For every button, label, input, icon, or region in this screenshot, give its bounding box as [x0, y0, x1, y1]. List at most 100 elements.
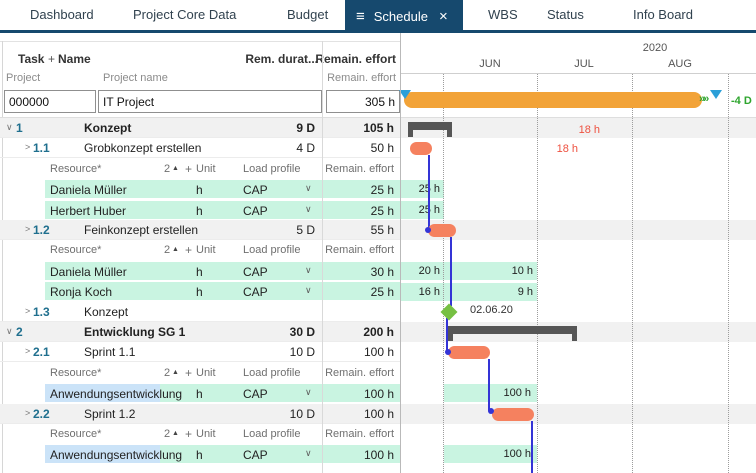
- summary-bar-entwicklung[interactable]: [448, 326, 577, 341]
- load-profile-value[interactable]: CAP: [243, 285, 268, 299]
- collapse-icon[interactable]: ∨: [6, 326, 13, 336]
- add-resource-icon[interactable]: +: [185, 427, 193, 441]
- resource-row[interactable]: Daniela Müller h CAP ∨ 25 h: [0, 179, 400, 199]
- expand-icon[interactable]: >: [25, 408, 31, 418]
- project-start-marker-icon[interactable]: [399, 90, 411, 99]
- unit-col-label[interactable]: Unit: [196, 428, 216, 440]
- gridline-aug: [632, 74, 633, 473]
- task-bar-feinkonzept[interactable]: [428, 224, 456, 237]
- remain-effort-col-label[interactable]: Remain. effort: [325, 367, 394, 379]
- expand-icon[interactable]: >: [25, 306, 31, 316]
- dropdown-icon[interactable]: ∨: [305, 265, 312, 275]
- task-bar-sprint-1-2[interactable]: [492, 408, 534, 421]
- resource-effort: 100 h: [363, 448, 394, 462]
- add-resource-icon[interactable]: +: [185, 366, 193, 380]
- summary-bar-konzept[interactable]: [408, 122, 452, 137]
- resource-row[interactable]: Anwendungsentwicklung h CAP ∨ 100 h: [0, 383, 400, 403]
- task-bar-grobkonzept[interactable]: [410, 142, 432, 155]
- load-profile-value[interactable]: CAP: [243, 448, 268, 462]
- sort-asc-icon[interactable]: ▲: [172, 369, 179, 376]
- tab-project-core-data[interactable]: Project Core Data: [133, 7, 237, 22]
- load-profile-value[interactable]: CAP: [243, 204, 268, 218]
- tab-info-board[interactable]: Info Board: [633, 7, 693, 22]
- task-bar-sprint-1-1[interactable]: [448, 346, 490, 359]
- header-top-border: [0, 41, 400, 42]
- load-profile-col-label[interactable]: Load profile: [243, 367, 301, 379]
- expand-icon[interactable]: >: [25, 224, 31, 234]
- dropdown-icon[interactable]: ∨: [305, 285, 312, 295]
- resource-col-label[interactable]: Resource*: [50, 428, 102, 440]
- expand-icon[interactable]: >: [25, 346, 31, 356]
- sort-asc-icon[interactable]: ▲: [172, 165, 179, 172]
- dropdown-icon[interactable]: ∨: [305, 448, 312, 458]
- dropdown-icon[interactable]: ∨: [305, 183, 312, 193]
- col-header-task[interactable]: Task: [18, 52, 45, 66]
- task-effort: 50 h: [370, 141, 394, 155]
- unit-col-label[interactable]: Unit: [196, 163, 216, 175]
- unit-col-label[interactable]: Unit: [196, 367, 216, 379]
- tab-wbs[interactable]: WBS: [488, 7, 518, 22]
- close-icon[interactable]: ×: [438, 8, 448, 25]
- project-effort-input[interactable]: [326, 90, 400, 113]
- pane-divider[interactable]: [400, 33, 401, 473]
- dropdown-icon[interactable]: ∨: [305, 204, 312, 214]
- add-column-icon[interactable]: +: [48, 52, 56, 66]
- load-profile-col-label[interactable]: Load profile: [243, 244, 301, 256]
- col-header-rem-duration[interactable]: Rem. durat...: [245, 52, 318, 66]
- unit-col-label[interactable]: Unit: [196, 244, 216, 256]
- project-id-input[interactable]: [4, 90, 96, 113]
- load-profile-value[interactable]: CAP: [243, 265, 268, 279]
- project-end-marker-icon[interactable]: [710, 90, 722, 99]
- resource-col-label[interactable]: Resource*: [50, 163, 102, 175]
- resource-col-label[interactable]: Resource*: [50, 367, 102, 379]
- load-profile-value[interactable]: CAP: [243, 387, 268, 401]
- remain-effort-col-label[interactable]: Remain. effort: [325, 244, 394, 256]
- task-row-1-2[interactable]: > 1.2 Feinkonzept erstellen 5 D 55 h: [0, 220, 400, 240]
- sort-order-label[interactable]: 2: [164, 367, 171, 379]
- resource-row[interactable]: Ronja Koch h CAP ∨ 25 h: [0, 281, 400, 301]
- sort-asc-icon[interactable]: ▲: [172, 246, 179, 253]
- task-row-1-3[interactable]: > 1.3 Konzept: [0, 302, 400, 322]
- resource-header-row: Resource* 2 ▲ + Unit Load profile Remain…: [0, 424, 400, 444]
- column-divider[interactable]: [322, 41, 323, 473]
- project-gantt-bar[interactable]: [404, 92, 702, 108]
- period-effort: 16 h: [418, 286, 440, 298]
- collapse-icon[interactable]: ∨: [6, 122, 13, 132]
- project-name-input[interactable]: [98, 90, 322, 113]
- col-header-name[interactable]: Name: [58, 52, 91, 66]
- sort-asc-icon[interactable]: ▲: [172, 430, 179, 437]
- tab-schedule[interactable]: ≡ Schedule ×: [345, 0, 463, 33]
- task-row-2-2[interactable]: > 2.2 Sprint 1.2 10 D 100 h: [0, 404, 400, 424]
- remain-effort-col-label[interactable]: Remain. effort: [325, 428, 394, 440]
- expand-icon[interactable]: >: [25, 142, 31, 152]
- gridline-sep: [728, 74, 729, 473]
- dropdown-icon[interactable]: ∨: [305, 387, 312, 397]
- sort-order-label[interactable]: 2: [164, 163, 171, 175]
- milestone-date: 02.06.20: [470, 304, 513, 316]
- resource-unit: h: [196, 448, 203, 462]
- task-row-2-1[interactable]: > 2.1 Sprint 1.1 10 D 100 h: [0, 342, 400, 362]
- task-duration: 9 D: [296, 121, 315, 135]
- resource-row[interactable]: Anwendungsentwicklung h CAP ∨ 100 h: [0, 444, 400, 464]
- tab-dashboard[interactable]: Dashboard: [30, 7, 94, 22]
- sort-order-label[interactable]: 2: [164, 428, 171, 440]
- task-row-2[interactable]: ∨ 2 Entwicklung SG 1 30 D 200 h: [0, 322, 400, 342]
- remain-effort-col-label[interactable]: Remain. effort: [325, 163, 394, 175]
- resource-col-label[interactable]: Resource*: [50, 244, 102, 256]
- tab-budget[interactable]: Budget: [287, 7, 329, 22]
- gridline-jun: [443, 74, 444, 473]
- add-resource-icon[interactable]: +: [185, 243, 193, 257]
- tab-status[interactable]: Status: [547, 7, 584, 22]
- resource-row[interactable]: Daniela Müller h CAP ∨ 30 h: [0, 261, 400, 281]
- menu-icon[interactable]: ≡: [356, 8, 365, 25]
- col-header-remain-effort[interactable]: Remain. effort: [315, 52, 396, 66]
- resource-row[interactable]: Herbert Huber h CAP ∨ 25 h: [0, 200, 400, 220]
- task-row-1-1[interactable]: > 1.1 Grobkonzept erstellen 4 D 50 h: [0, 138, 400, 158]
- resource-unit: h: [196, 387, 203, 401]
- load-profile-col-label[interactable]: Load profile: [243, 428, 301, 440]
- add-resource-icon[interactable]: +: [185, 162, 193, 176]
- sort-order-label[interactable]: 2: [164, 244, 171, 256]
- load-profile-value[interactable]: CAP: [243, 183, 268, 197]
- load-profile-col-label[interactable]: Load profile: [243, 163, 301, 175]
- task-row-1[interactable]: ∨ 1 Konzept 9 D 105 h: [0, 118, 400, 138]
